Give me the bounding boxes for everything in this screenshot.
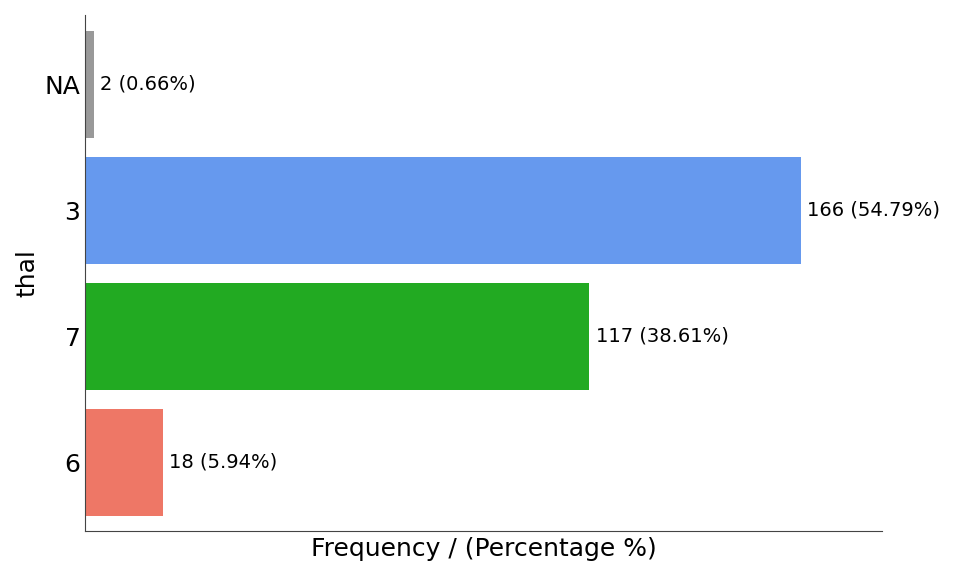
Bar <box>85 157 801 264</box>
Text: 117 (38.61%): 117 (38.61%) <box>596 327 729 346</box>
Bar <box>85 283 589 390</box>
Text: 2 (0.66%): 2 (0.66%) <box>101 75 196 94</box>
Text: 18 (5.94%): 18 (5.94%) <box>169 453 277 472</box>
Text: 166 (54.79%): 166 (54.79%) <box>807 201 940 219</box>
Bar <box>85 408 163 516</box>
X-axis label: Frequency / (Percentage %): Frequency / (Percentage %) <box>311 537 657 561</box>
Y-axis label: thal: thal <box>15 249 39 297</box>
Bar <box>85 31 94 138</box>
